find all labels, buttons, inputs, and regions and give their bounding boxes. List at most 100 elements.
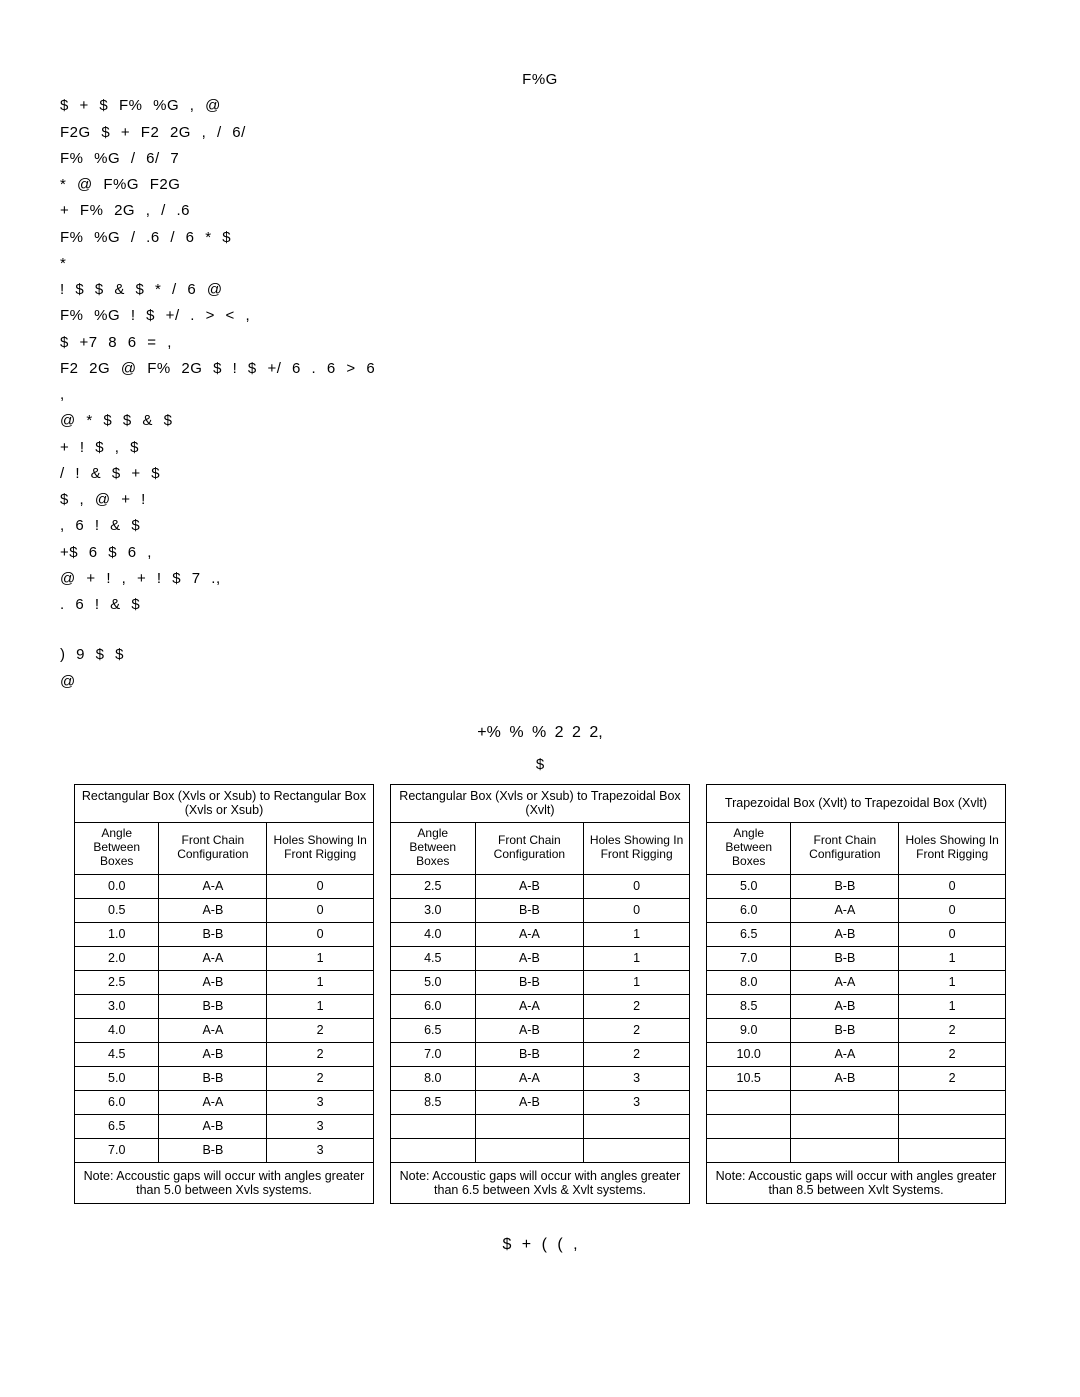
table-cell: A-A <box>159 874 267 898</box>
body-line: ! $ $ & $ * / 6 @ <box>60 280 1020 300</box>
table-row: 4.5A-B1 <box>391 946 690 970</box>
table-cell: 6.0 <box>707 898 791 922</box>
table-cell: A-A <box>475 922 584 946</box>
table-row: 7.0B-B2 <box>391 1042 690 1066</box>
table-cell: A-B <box>791 994 899 1018</box>
table-cell: 1 <box>899 946 1006 970</box>
table-cell: A-B <box>159 1114 267 1138</box>
table-cell <box>584 1114 690 1138</box>
body-line: F% %G / .6 / 6 * $ <box>60 228 1020 248</box>
table-cell: 6.5 <box>391 1018 476 1042</box>
table-cell: 0 <box>899 922 1006 946</box>
body-line: + F% 2G , / .6 <box>60 201 1020 221</box>
body-line: @ <box>60 672 1020 692</box>
table-cell <box>707 1090 791 1114</box>
body-line: F2G $ + F2 2G , / 6/ <box>60 123 1020 143</box>
table-cell: B-B <box>159 922 267 946</box>
table-column-header: Angle Between Boxes <box>391 822 476 874</box>
table-cell: 4.0 <box>75 1018 159 1042</box>
table-cell: 1 <box>267 946 374 970</box>
table-header: Rectangular Box (Xvls or Xsub) to Trapez… <box>391 784 690 822</box>
table-row: 4.0A-A1 <box>391 922 690 946</box>
table-column-header: Front Chain Configuration <box>791 822 899 874</box>
table-note: Note: Accoustic gaps will occur with ang… <box>75 1162 374 1204</box>
table-cell: B-B <box>159 994 267 1018</box>
table-cell: 5.0 <box>391 970 476 994</box>
table-cell: 5.0 <box>75 1066 159 1090</box>
table-cell <box>391 1138 476 1162</box>
table-row: 10.0A-A2 <box>707 1042 1006 1066</box>
table-cell: A-B <box>475 1090 584 1114</box>
table-column-header: Angle Between Boxes <box>75 822 159 874</box>
table-cell: A-A <box>791 1042 899 1066</box>
table-row: 5.0B-B2 <box>75 1066 374 1090</box>
table-cell: 1 <box>584 970 690 994</box>
table-note: Note: Accoustic gaps will occur with ang… <box>707 1162 1006 1204</box>
table-cell: 0 <box>899 874 1006 898</box>
table-cell: 3.0 <box>75 994 159 1018</box>
body-text-block: F%G $ + $ F% %G , @ F2G $ + F2 2G , / 6/… <box>60 70 1020 615</box>
table-cell: 4.5 <box>391 946 476 970</box>
table-row: 6.5A-B0 <box>707 922 1006 946</box>
body-line: , <box>60 385 1020 405</box>
body-line: $ +7 8 6 = , <box>60 333 1020 353</box>
table-cell: 2 <box>899 1066 1006 1090</box>
table-column-header: Holes Showing In Front Rigging <box>267 822 374 874</box>
table-cell: 0.5 <box>75 898 159 922</box>
table-cell: 7.0 <box>75 1138 159 1162</box>
table-cell: A-B <box>791 922 899 946</box>
table-cell <box>707 1138 791 1162</box>
table-cell: B-B <box>475 898 584 922</box>
table-cell <box>899 1090 1006 1114</box>
table-cell: 2 <box>267 1042 374 1066</box>
table-row: 8.0A-A1 <box>707 970 1006 994</box>
table-cell <box>391 1114 476 1138</box>
table-cell: 8.5 <box>707 994 791 1018</box>
table-row: 2.5A-B0 <box>391 874 690 898</box>
table-row <box>391 1114 690 1138</box>
table-cell: B-B <box>791 1018 899 1042</box>
table-cell: 9.0 <box>707 1018 791 1042</box>
table-cell: 8.5 <box>391 1090 476 1114</box>
table-cell: 3 <box>584 1090 690 1114</box>
table-row: 3.0B-B0 <box>391 898 690 922</box>
table-cell <box>899 1114 1006 1138</box>
table-row: 0.5A-B0 <box>75 898 374 922</box>
table-cell: A-B <box>159 970 267 994</box>
table-row <box>391 1138 690 1162</box>
table-cell: A-A <box>791 970 899 994</box>
table-cell: 0 <box>267 922 374 946</box>
table-cell: B-B <box>159 1138 267 1162</box>
table-cell: 10.0 <box>707 1042 791 1066</box>
table-cell: 2.5 <box>391 874 476 898</box>
table-cell: 2.5 <box>75 970 159 994</box>
table-column-header: Holes Showing In Front Rigging <box>584 822 690 874</box>
table-column-header: Front Chain Configuration <box>475 822 584 874</box>
table-cell: 3 <box>584 1066 690 1090</box>
table-cell: 6.0 <box>391 994 476 1018</box>
table-cell: 2 <box>899 1042 1006 1066</box>
table-row <box>707 1114 1006 1138</box>
table-column-header: Holes Showing In Front Rigging <box>899 822 1006 874</box>
table-cell: 0.0 <box>75 874 159 898</box>
table-cell: 0 <box>267 874 374 898</box>
body-line: $ , @ + ! <box>60 490 1020 510</box>
table-cell <box>584 1138 690 1162</box>
table-row: 8.5A-B1 <box>707 994 1006 1018</box>
table-cell <box>475 1114 584 1138</box>
table-cell: 1 <box>267 994 374 1018</box>
table-cell: 1 <box>899 994 1006 1018</box>
table-note: Note: Accoustic gaps will occur with ang… <box>391 1162 690 1204</box>
table-row: 6.5A-B2 <box>391 1018 690 1042</box>
rigging-table: Trapezoidal Box (Xvlt) to Trapezoidal Bo… <box>706 784 1006 1205</box>
table-cell: 3 <box>267 1114 374 1138</box>
table-cell: 7.0 <box>707 946 791 970</box>
table-row: 6.5A-B3 <box>75 1114 374 1138</box>
table-header: Rectangular Box (Xvls or Xsub) to Rectan… <box>75 784 374 822</box>
table-cell: 3 <box>267 1138 374 1162</box>
table-row: 6.0A-A0 <box>707 898 1006 922</box>
body-line: + ! $ , $ <box>60 438 1020 458</box>
table-cell: 8.0 <box>391 1066 476 1090</box>
table-cell: 1 <box>584 946 690 970</box>
table-row: 8.5A-B3 <box>391 1090 690 1114</box>
